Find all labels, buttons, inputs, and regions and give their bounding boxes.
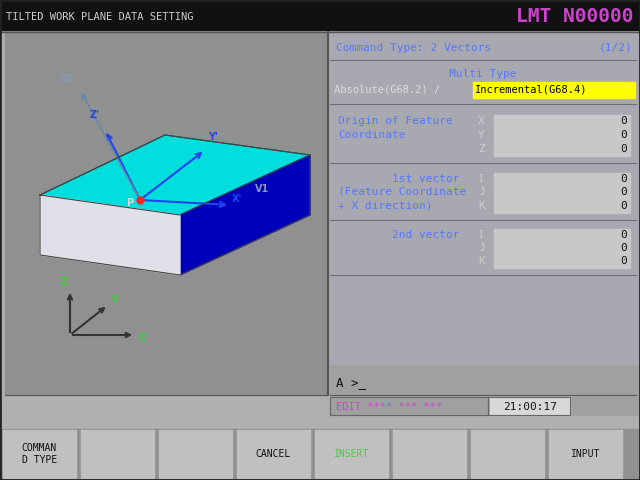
Bar: [393, 430, 466, 478]
Text: V2: V2: [60, 74, 74, 84]
Text: LMT N00000: LMT N00000: [516, 8, 634, 26]
Text: 0: 0: [620, 201, 627, 211]
Text: Absolute(G68.2) /: Absolute(G68.2) /: [334, 85, 447, 95]
Bar: [330, 365, 638, 395]
Text: 0: 0: [620, 116, 627, 126]
Text: 0: 0: [620, 174, 627, 184]
Bar: [330, 397, 488, 415]
Text: CANCEL: CANCEL: [256, 449, 291, 459]
Text: Origin of Feature: Origin of Feature: [338, 116, 452, 126]
Text: TILTED WORK PLANE DATA SETTING: TILTED WORK PLANE DATA SETTING: [6, 12, 193, 22]
Text: I: I: [478, 174, 484, 184]
Bar: [494, 186, 630, 199]
Text: (Feature Coordinate: (Feature Coordinate: [338, 187, 467, 197]
Text: 0: 0: [620, 256, 627, 266]
Text: Incremental(G68.4): Incremental(G68.4): [475, 85, 588, 95]
Text: 0: 0: [620, 144, 627, 154]
Text: INPUT: INPUT: [571, 449, 600, 459]
Text: (1/2): (1/2): [598, 43, 632, 53]
Polygon shape: [180, 155, 310, 275]
Text: J: J: [478, 187, 484, 197]
Polygon shape: [40, 195, 180, 275]
Bar: [549, 430, 622, 478]
Bar: [494, 255, 630, 268]
Bar: [0, 0, 640, 30]
Text: 0: 0: [620, 230, 627, 240]
Text: Z: Z: [478, 144, 484, 154]
Bar: [494, 242, 630, 255]
Bar: [494, 200, 630, 213]
Bar: [490, 397, 570, 415]
Text: 1st vector: 1st vector: [392, 174, 460, 184]
Text: V1: V1: [255, 184, 269, 194]
Bar: [494, 229, 630, 242]
Text: Z: Z: [60, 277, 68, 287]
Bar: [494, 115, 630, 128]
Bar: [494, 129, 630, 142]
Text: Z': Z': [90, 110, 100, 120]
Bar: [494, 143, 630, 156]
Text: 0: 0: [620, 130, 627, 140]
Text: 21:00:17: 21:00:17: [503, 402, 557, 412]
Text: INSERT: INSERT: [334, 449, 369, 459]
Bar: [473, 82, 635, 98]
Text: X: X: [138, 333, 147, 343]
Text: Y: Y: [478, 130, 484, 140]
Bar: [315, 430, 388, 478]
Bar: [494, 173, 630, 186]
Text: X: X: [478, 116, 484, 126]
Text: X': X': [232, 194, 243, 204]
Text: Y: Y: [110, 295, 118, 305]
Polygon shape: [40, 135, 310, 215]
Bar: [471, 430, 544, 478]
Bar: [5, 32, 328, 395]
Text: K: K: [478, 201, 484, 211]
Text: P: P: [126, 198, 133, 208]
Text: EDIT **** *** ***: EDIT **** *** ***: [336, 402, 442, 412]
Text: Multi Type: Multi Type: [449, 69, 516, 79]
Text: Command Type: 2 Vectors: Command Type: 2 Vectors: [336, 43, 492, 53]
Text: 2nd vector: 2nd vector: [392, 230, 460, 240]
Text: I: I: [478, 230, 484, 240]
Bar: [81, 430, 154, 478]
Text: Y': Y': [208, 132, 218, 142]
Bar: [488, 397, 570, 415]
Text: + X direction): + X direction): [338, 201, 433, 211]
Text: COMMAN
D TYPE: COMMAN D TYPE: [22, 443, 57, 465]
Text: Coordinate: Coordinate: [338, 130, 406, 140]
Bar: [3, 430, 76, 478]
Text: A >_: A >_: [336, 376, 366, 389]
Bar: [0, 429, 640, 480]
Text: K: K: [478, 256, 484, 266]
Text: 0: 0: [620, 187, 627, 197]
Bar: [237, 430, 310, 478]
Bar: [159, 430, 232, 478]
Bar: [330, 32, 638, 395]
Text: 0: 0: [620, 243, 627, 253]
Text: J: J: [478, 243, 484, 253]
Bar: [330, 397, 638, 415]
